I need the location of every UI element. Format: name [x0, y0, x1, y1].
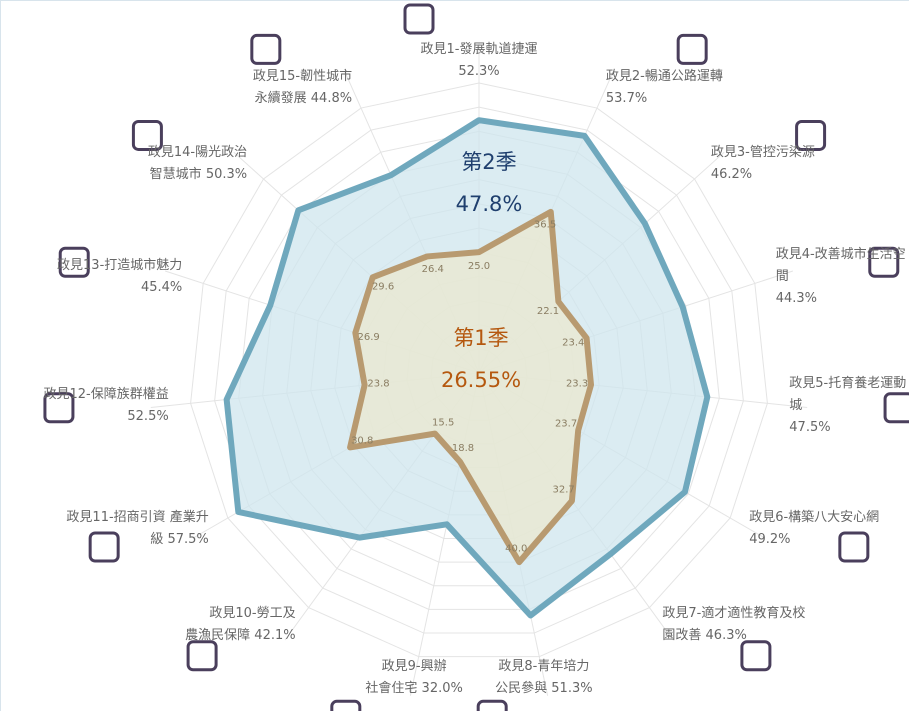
data-label: 51.3%: [551, 681, 593, 697]
grid-ring: [238, 130, 720, 610]
category-label: 政見10-勞工及 農漁民保障 42.1%: [185, 603, 295, 647]
data-label: 44.8%: [310, 90, 353, 106]
data-label: 50.3%: [205, 167, 248, 183]
data-label: 25.0: [468, 261, 490, 272]
category-name: 政見9-興辦 社會住宅: [365, 659, 447, 697]
data-label: 32.7: [553, 485, 575, 496]
category-label: 政見5-托育養老運動城 47.5%: [789, 373, 909, 439]
category-name: 政見5-托育養老運動城: [789, 375, 907, 413]
series-average: 26.55%: [441, 368, 521, 392]
icon: [131, 119, 163, 151]
data-label: 18.8: [452, 443, 474, 454]
series-average: 47.8%: [456, 192, 523, 216]
series-name: 第1季: [453, 326, 508, 350]
category-name: 政見10-勞工及 農漁民保障: [185, 606, 296, 644]
category-name: 政見15-韌性城市 永續發展: [252, 68, 353, 106]
data-label: 30.8: [351, 435, 373, 446]
category-label: 政見2-暢通公路運轉 53.7%: [606, 66, 723, 110]
data-label: 52.3%: [458, 64, 500, 79]
category-name: 政見3-管控污染源: [710, 145, 815, 161]
data-label: 52.5%: [127, 408, 169, 424]
icon: [403, 3, 435, 35]
icon: [88, 531, 120, 563]
data-label: 49.2%: [749, 532, 791, 547]
category-name: 政見2-暢通公路運轉: [605, 68, 723, 84]
data-label: 36.5: [534, 220, 556, 231]
category-name: 政見8-青年培力 公民參與: [495, 659, 590, 697]
data-label: 23.4: [562, 337, 584, 348]
icon: [58, 246, 90, 278]
data-label: 53.7%: [605, 90, 648, 106]
category-name: 政見14-陽光政治 智慧城市: [147, 145, 248, 183]
category-label: 政見7-適才適性教育及校 園改善 46.3%: [662, 603, 805, 647]
data-label: 22.1: [537, 306, 559, 317]
icon: [795, 119, 827, 151]
icon: [330, 699, 362, 711]
category-label: 政見12-保障族群權益 52.5%: [43, 384, 168, 428]
grid-ring: [190, 82, 768, 658]
category-label: 政見3-管控污染源 46.2%: [711, 142, 815, 186]
icon: [186, 640, 218, 672]
category-name: 政見11-招商引資 產業升 級: [66, 510, 209, 547]
data-label: 23.8: [367, 379, 389, 390]
category-name: 政見7-適才適性教育及校 園改善: [662, 606, 806, 644]
series-area: [347, 208, 594, 566]
data-label: 29.6: [372, 282, 394, 293]
data-label: 23.7: [555, 418, 577, 429]
icon: [740, 640, 772, 672]
category-label: 政見11-招商引資 產業升 級 57.5%: [66, 507, 208, 551]
data-label: 57.5%: [167, 532, 209, 547]
category-label: 政見8-青年培力 公民參與 51.3%: [495, 656, 592, 700]
grid-ring: [214, 106, 744, 634]
category-name: 政見4-改善城市生活空間: [775, 246, 906, 284]
category-label: 政見13-打造城市魅力 45.4%: [57, 255, 182, 299]
category-label: 政見4-改善城市生活空間 44.3%: [776, 244, 909, 310]
icon: [676, 33, 708, 65]
category-name: 政見1-發展軌道捷運: [420, 42, 538, 57]
data-label: 45.4%: [140, 279, 183, 295]
data-label: 47.5%: [789, 419, 831, 435]
category-name: 政見6-構築八大安心網: [749, 510, 880, 525]
icon: [883, 392, 909, 424]
data-label: 44.3%: [775, 290, 818, 306]
icon: [838, 531, 870, 563]
data-label: 26.4: [422, 264, 444, 275]
data-label: 46.3%: [705, 628, 747, 644]
category-name: 政見12-保障族群權益: [43, 386, 169, 402]
category-label: 政見9-興辦 社會住宅 32.0%: [365, 656, 462, 700]
data-label: 40.0: [505, 543, 527, 554]
data-label: 15.5: [432, 417, 454, 428]
data-label: 23.3: [566, 378, 588, 389]
data-label: 32.0%: [421, 681, 463, 697]
category-label: 政見15-韌性城市 永續發展 44.8%: [253, 66, 352, 110]
icon: [43, 392, 75, 424]
category-label: 政見6-構築八大安心網 49.2%: [749, 507, 879, 551]
data-label: 26.9: [358, 332, 380, 343]
series-name: 第2季: [461, 150, 516, 174]
icon: [250, 33, 282, 65]
data-label: 46.2%: [710, 167, 753, 183]
data-label: 42.1%: [254, 628, 296, 644]
icon: [868, 246, 900, 278]
category-name: 政見13-打造城市魅力: [57, 257, 183, 273]
category-label: 政見14-陽光政治 智慧城市 50.3%: [148, 142, 247, 186]
category-label: 政見1-發展軌道捷運 52.3%: [421, 39, 538, 83]
icon: [476, 699, 508, 711]
